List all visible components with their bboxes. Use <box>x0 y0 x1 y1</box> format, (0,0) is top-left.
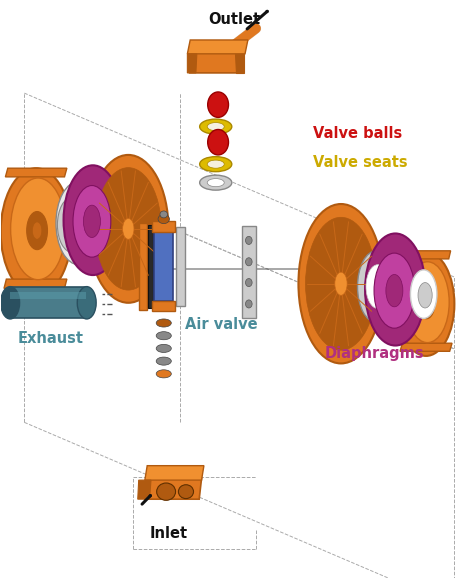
Ellipse shape <box>366 265 390 309</box>
Ellipse shape <box>156 345 171 353</box>
Ellipse shape <box>156 483 175 500</box>
Polygon shape <box>139 223 147 310</box>
Polygon shape <box>190 53 244 73</box>
Ellipse shape <box>246 236 252 244</box>
Text: Valve balls: Valve balls <box>313 126 402 141</box>
Ellipse shape <box>10 178 65 280</box>
Ellipse shape <box>365 233 426 346</box>
Ellipse shape <box>156 319 171 327</box>
Ellipse shape <box>246 300 252 308</box>
Ellipse shape <box>56 181 101 265</box>
Ellipse shape <box>398 252 455 356</box>
Ellipse shape <box>88 155 168 303</box>
Ellipse shape <box>83 205 100 237</box>
Ellipse shape <box>207 160 224 168</box>
Ellipse shape <box>27 211 47 250</box>
Polygon shape <box>175 227 185 306</box>
Polygon shape <box>145 466 204 480</box>
Ellipse shape <box>207 123 224 131</box>
Polygon shape <box>235 54 244 73</box>
Polygon shape <box>10 292 86 299</box>
Bar <box>153 221 175 232</box>
Ellipse shape <box>32 222 42 239</box>
Ellipse shape <box>178 485 193 499</box>
Polygon shape <box>187 40 248 54</box>
Bar <box>153 301 175 312</box>
Ellipse shape <box>418 288 435 319</box>
Ellipse shape <box>406 262 449 343</box>
Ellipse shape <box>156 332 171 340</box>
Text: Exhaust: Exhaust <box>17 331 83 346</box>
Polygon shape <box>400 343 452 351</box>
Ellipse shape <box>156 357 171 365</box>
Ellipse shape <box>418 283 432 308</box>
Polygon shape <box>187 54 197 73</box>
Polygon shape <box>4 279 67 288</box>
Polygon shape <box>145 478 201 499</box>
Polygon shape <box>5 168 67 177</box>
Ellipse shape <box>410 270 437 318</box>
Ellipse shape <box>200 119 232 134</box>
Ellipse shape <box>207 178 224 186</box>
Ellipse shape <box>357 251 395 323</box>
Polygon shape <box>10 287 86 318</box>
Ellipse shape <box>246 258 252 266</box>
Ellipse shape <box>160 211 167 218</box>
Bar <box>155 232 173 301</box>
Ellipse shape <box>64 197 93 249</box>
Text: Air valve: Air valve <box>185 317 258 332</box>
Text: Diaphragms: Diaphragms <box>324 346 424 361</box>
Ellipse shape <box>246 278 252 287</box>
Ellipse shape <box>77 287 96 319</box>
Ellipse shape <box>73 185 111 257</box>
Ellipse shape <box>57 197 88 252</box>
Ellipse shape <box>95 168 161 290</box>
Polygon shape <box>148 225 154 308</box>
Ellipse shape <box>200 175 232 190</box>
Ellipse shape <box>64 166 122 275</box>
Polygon shape <box>242 226 256 318</box>
Ellipse shape <box>156 370 171 378</box>
Ellipse shape <box>200 157 232 171</box>
Ellipse shape <box>208 130 228 155</box>
Polygon shape <box>402 251 451 259</box>
Text: Inlet: Inlet <box>149 526 188 541</box>
Ellipse shape <box>374 253 415 328</box>
Ellipse shape <box>335 272 347 295</box>
Ellipse shape <box>0 168 72 295</box>
Ellipse shape <box>123 218 134 239</box>
Ellipse shape <box>306 217 376 350</box>
Ellipse shape <box>386 274 403 307</box>
Text: Outlet: Outlet <box>209 12 261 27</box>
Ellipse shape <box>0 287 19 319</box>
Ellipse shape <box>299 204 383 364</box>
Ellipse shape <box>208 92 228 118</box>
Text: Valve seats: Valve seats <box>313 155 407 170</box>
Polygon shape <box>138 480 151 499</box>
Ellipse shape <box>158 214 169 223</box>
